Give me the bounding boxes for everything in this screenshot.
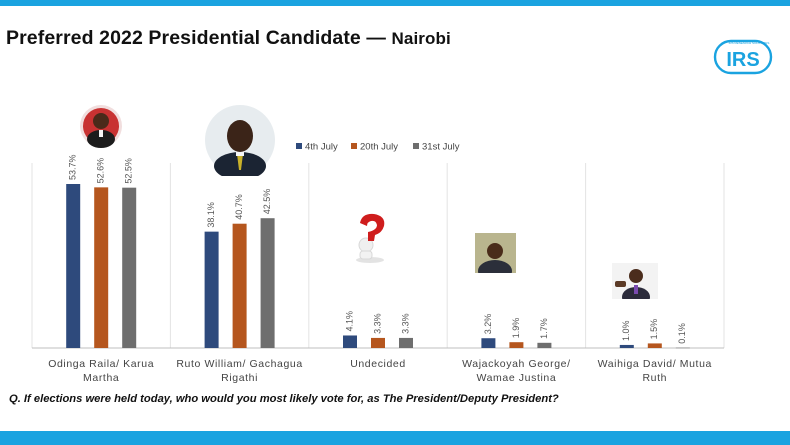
candidate-photo-ruto <box>205 105 275 176</box>
bar <box>371 337 385 348</box>
bar <box>343 335 357 348</box>
category-label: Rigathi <box>221 372 258 384</box>
top-accent-bar <box>0 0 790 6</box>
bar <box>399 337 413 348</box>
legend-swatch <box>351 143 357 149</box>
data-label: 1.0% <box>621 320 631 341</box>
logo-text: IRS <box>726 49 759 71</box>
data-label: 42.5% <box>262 189 272 215</box>
data-label: 3.3% <box>372 313 382 334</box>
bar <box>647 343 662 348</box>
category-label: Ruto William/ Gachagua <box>176 358 302 370</box>
data-label: 0.1% <box>677 323 687 344</box>
bar <box>204 231 219 348</box>
data-label: 1.9% <box>511 318 521 339</box>
bar <box>619 344 634 348</box>
page-title: Preferred 2022 Presidential Candidate — … <box>6 27 451 50</box>
legend-label: 31st July <box>422 142 460 153</box>
candidate-photo-waihiga <box>612 263 658 299</box>
data-label: 3.2% <box>483 314 493 335</box>
category-label: Undecided <box>350 358 406 370</box>
data-label: 1.5% <box>649 319 659 340</box>
bar <box>94 187 109 348</box>
category-label: Martha <box>83 372 119 384</box>
legend-label: 20th July <box>360 142 398 153</box>
data-label: 38.1% <box>206 202 216 228</box>
category-label: Odinga Raila/ Karua <box>48 358 154 370</box>
title-region: Nairobi <box>391 29 451 48</box>
data-label: 52.5% <box>124 158 134 184</box>
data-label: 4.1% <box>344 311 354 332</box>
data-label: 40.7% <box>234 194 244 220</box>
legend-swatch <box>296 143 302 149</box>
data-label: 52.6% <box>96 158 106 184</box>
bottom-accent-bar <box>0 431 790 445</box>
title-dash: — <box>366 27 386 49</box>
legend-swatch <box>413 143 419 149</box>
bar <box>537 342 552 348</box>
category-label: Wajackoyah George/ <box>462 358 570 370</box>
bar <box>481 338 496 348</box>
bar <box>260 218 275 348</box>
bar <box>66 184 81 348</box>
irs-logo: IRS RESEARCH SOLUTIONS IRS <box>713 39 773 75</box>
category-label: Wamae Justina <box>477 372 557 384</box>
survey-question: Q. If elections were held today, who wou… <box>9 393 559 405</box>
bar <box>232 223 247 348</box>
data-label: 1.7% <box>539 318 549 339</box>
title-main: Preferred 2022 Presidential Candidate <box>6 27 361 49</box>
category-label: Waihiga David/ Mutua <box>598 358 712 370</box>
data-label: 53.7% <box>68 154 78 180</box>
category-label: Ruth <box>643 372 668 384</box>
candidate-photo-wajackoyah <box>475 233 516 273</box>
legend-label: 4th July <box>305 142 338 153</box>
undecided-question-icon <box>356 213 385 263</box>
bar <box>509 342 524 348</box>
data-label: 3.3% <box>400 313 410 334</box>
bar <box>122 187 137 348</box>
bar <box>675 347 690 349</box>
logo-tagline: IRS RESEARCH SOLUTIONS <box>729 41 770 45</box>
candidate-photo-odinga <box>80 105 122 148</box>
